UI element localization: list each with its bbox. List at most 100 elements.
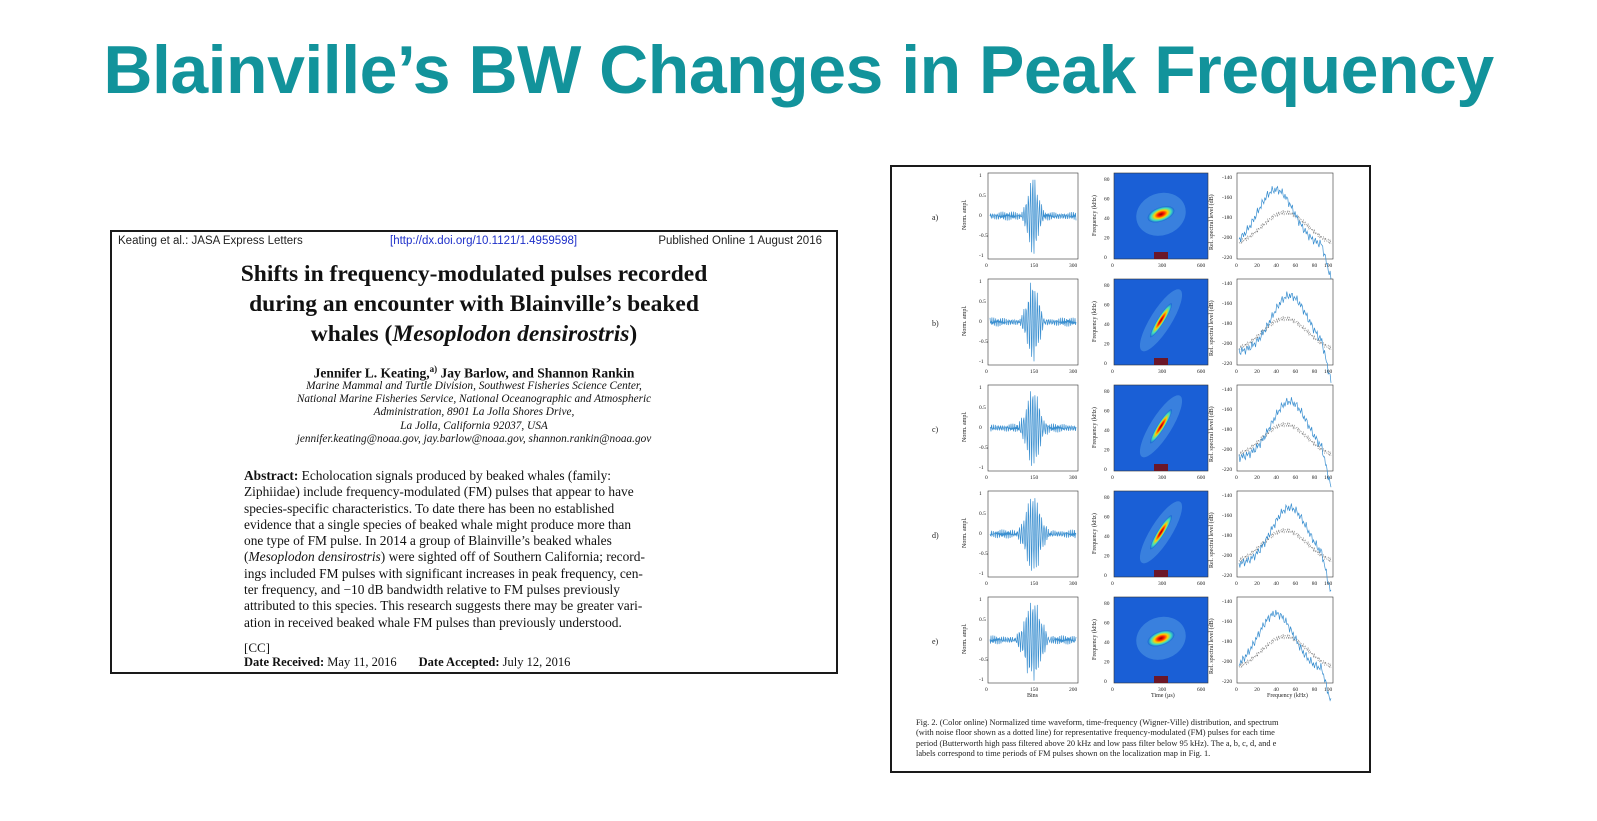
waveform-ylabel: Norm. ampl. bbox=[962, 199, 968, 230]
tf-xlabel: Time (µs) bbox=[1151, 692, 1175, 699]
paper-excerpt: Keating et al.: JASA Express Letters [ht… bbox=[110, 230, 838, 674]
abstract-line: (Mesoplodon densirostris) were sighted o… bbox=[244, 549, 645, 565]
tf-ytick: 40 bbox=[1104, 216, 1110, 222]
tf-energy bbox=[1147, 630, 1175, 647]
waveform-ytick: 0 bbox=[979, 425, 982, 431]
author-note: a) bbox=[429, 364, 438, 374]
tf-xtick: 300 bbox=[1158, 687, 1167, 693]
tf-ytick: 40 bbox=[1104, 640, 1110, 646]
spectrum-ytick: -180 bbox=[1222, 215, 1232, 221]
spectrum-noise-floor bbox=[1238, 422, 1332, 456]
row-label: c) bbox=[932, 425, 939, 434]
waveform-trace bbox=[989, 498, 1077, 571]
spectrum-noise-floor bbox=[1238, 634, 1332, 668]
row-label: d) bbox=[932, 531, 939, 540]
tf-ytick: 80 bbox=[1104, 177, 1110, 183]
spectrum-xtick: 20 bbox=[1254, 475, 1260, 481]
tf-xtick: 300 bbox=[1158, 581, 1167, 587]
spectrum-ytick: -160 bbox=[1222, 513, 1232, 519]
waveform-ytick: -0.5 bbox=[979, 657, 988, 663]
waveform-ytick: -1 bbox=[979, 359, 984, 365]
spectrum-trace bbox=[1238, 397, 1332, 488]
waveform-ylabel: Norm. ampl. bbox=[962, 305, 968, 336]
tf-ylabel: Frequency (kHz) bbox=[1091, 407, 1098, 448]
tf-xtick: 600 bbox=[1197, 475, 1206, 481]
author-rest: Jay Barlow, and Shannon Rankin bbox=[437, 365, 635, 381]
waveform-xtick: 200 bbox=[1069, 687, 1078, 693]
abstract-line: Abstract: Echolocation signals produced … bbox=[244, 468, 704, 484]
spectrum-ytick: -220 bbox=[1222, 255, 1232, 261]
waveform-ytick: -0.5 bbox=[979, 445, 988, 451]
waveform-axes bbox=[987, 384, 1079, 472]
spectrum-ytick: -220 bbox=[1222, 679, 1232, 685]
tf-xtick: 0 bbox=[1111, 263, 1114, 269]
spectrum-ytick: -140 bbox=[1222, 175, 1232, 181]
tf-ytick: 60 bbox=[1104, 303, 1110, 309]
waveform-xtick: 150 bbox=[1030, 687, 1039, 693]
tf-ytick: 20 bbox=[1104, 342, 1110, 348]
paper-dates: Date Received: May 11, 2016 Date Accepted… bbox=[244, 655, 570, 670]
waveform-ytick: -1 bbox=[979, 571, 984, 577]
spectrum-xtick: 60 bbox=[1293, 687, 1299, 693]
tf-ylabel: Frequency (kHz) bbox=[1091, 513, 1098, 554]
tf-ylabel: Frequency (kHz) bbox=[1091, 195, 1098, 236]
tf-ytick: 80 bbox=[1104, 283, 1110, 289]
spectrum-axes bbox=[1236, 278, 1334, 366]
tf-ytick: 80 bbox=[1104, 495, 1110, 501]
spectrum-ytick: -200 bbox=[1222, 447, 1232, 453]
tf-ytick: 0 bbox=[1104, 679, 1107, 685]
spectrum-ytick: -200 bbox=[1222, 659, 1232, 665]
spectrum-xtick: 0 bbox=[1235, 263, 1238, 269]
waveform-xtick: 150 bbox=[1030, 581, 1039, 587]
received-date: May 11, 2016 bbox=[324, 655, 397, 669]
slide-title: Blainville’s BW Changes in Peak Frequenc… bbox=[103, 32, 1494, 108]
spectrum-ylabel: Rel. spectral level (dB) bbox=[1208, 406, 1215, 462]
waveform-xtick: 0 bbox=[985, 687, 988, 693]
abstract-line: one type of FM pulse. In 2014 a group of… bbox=[244, 533, 612, 549]
spectrum-ytick: -180 bbox=[1222, 533, 1232, 539]
spectrum-xtick: 0 bbox=[1235, 687, 1238, 693]
spectrum-noise-floor bbox=[1238, 210, 1332, 244]
tf-ytick: 0 bbox=[1104, 467, 1107, 473]
spectrum-trace bbox=[1238, 185, 1332, 280]
waveform-trace bbox=[989, 602, 1077, 681]
received-label: Date Received: bbox=[244, 655, 325, 669]
spectrum-xtick: 100 bbox=[1324, 687, 1333, 693]
author-first: Jennifer L. Keating, bbox=[313, 365, 430, 381]
waveform-ylabel: Norm. ampl. bbox=[962, 411, 968, 442]
row-label: a) bbox=[932, 213, 939, 222]
spectrum-xtick: 80 bbox=[1312, 369, 1318, 375]
tf-ytick: 80 bbox=[1104, 601, 1110, 607]
paper-header: Keating et al.: JASA Express Letters [ht… bbox=[118, 235, 822, 251]
waveform-xtick: 300 bbox=[1069, 369, 1078, 375]
waveform-xtick: 300 bbox=[1069, 475, 1078, 481]
tf-ylabel: Frequency (kHz) bbox=[1091, 619, 1098, 660]
waveform-ytick: 1 bbox=[979, 491, 982, 497]
doi-link[interactable]: [http://dx.doi.org/10.1121/1.4959598] bbox=[390, 235, 578, 247]
tf-lowfreq bbox=[1154, 570, 1168, 577]
waveform-xtick: 0 bbox=[985, 475, 988, 481]
affiliation-line: Administration, 8901 La Jolla Shores Dri… bbox=[373, 406, 575, 419]
waveform-xlabel: Bins bbox=[1027, 693, 1039, 699]
paper-authors: Jennifer L. Keating,a) Jay Barlow, and S… bbox=[112, 364, 836, 382]
accepted-date: July 12, 2016 bbox=[499, 655, 571, 669]
tf-xtick: 300 bbox=[1158, 475, 1167, 481]
row-label: b) bbox=[932, 319, 939, 328]
spectrum-xtick: 20 bbox=[1254, 369, 1260, 375]
tf-ytick: 60 bbox=[1104, 409, 1110, 415]
spectrum-ytick: -200 bbox=[1222, 553, 1232, 559]
spectrum-xtick: 60 bbox=[1293, 475, 1299, 481]
affiliation-line: La Jolla, California 92037, USA bbox=[400, 419, 548, 432]
tf-xtick: 300 bbox=[1158, 263, 1167, 269]
figure-panel: a) Norm. ampl. 1 0.5 0 -0.5 -1 0 150 300 Frequency… bbox=[890, 165, 1371, 773]
waveform-ytick: 1 bbox=[979, 597, 982, 603]
tf-image bbox=[1113, 172, 1209, 260]
tf-ylabel: Frequency (kHz) bbox=[1091, 301, 1098, 342]
caption-line: period (Butterworth high pass filtered a… bbox=[916, 738, 1277, 748]
license-cc: [CC] bbox=[244, 640, 270, 655]
abstract-line: Ziphiidae) include frequency-modulated (… bbox=[244, 484, 634, 500]
waveform-xtick: 0 bbox=[985, 581, 988, 587]
tf-ytick: 0 bbox=[1104, 255, 1107, 261]
tf-xtick: 0 bbox=[1111, 581, 1114, 587]
tf-lowfreq bbox=[1154, 464, 1168, 471]
